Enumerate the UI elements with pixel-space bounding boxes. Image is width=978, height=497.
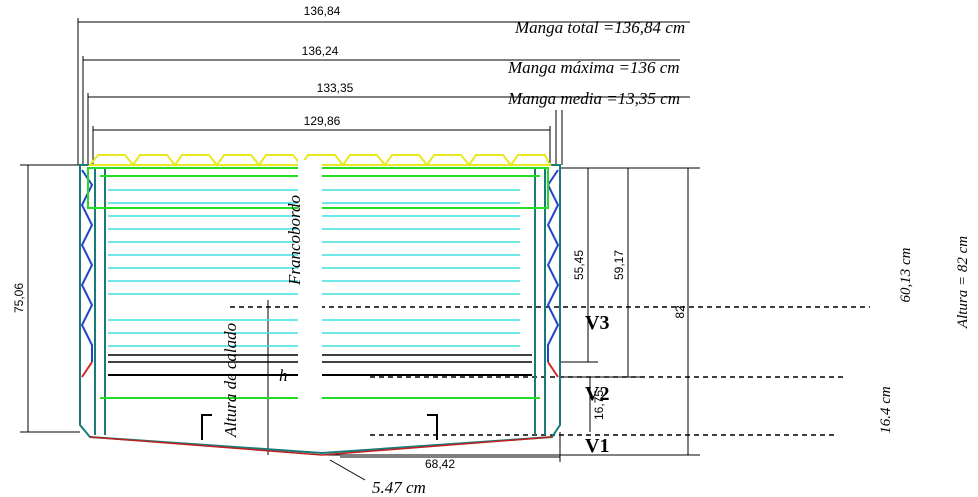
note: Altura = 82 cm bbox=[955, 236, 971, 329]
dim-label: 133,35 bbox=[317, 81, 354, 95]
dim-label: 16,75 bbox=[592, 390, 606, 420]
dim-label: 59,17 bbox=[612, 250, 626, 280]
dim-label: 68,42 bbox=[425, 457, 455, 471]
label: Altura de calado bbox=[221, 323, 240, 438]
label: h bbox=[279, 366, 288, 385]
note: 5.47 cm bbox=[372, 478, 426, 497]
hull bbox=[79, 154, 561, 456]
dim-label: 82 bbox=[673, 305, 687, 319]
label: V2 bbox=[585, 383, 609, 405]
label: V1 bbox=[585, 435, 609, 457]
waterlines bbox=[230, 306, 870, 436]
label: Francobordo bbox=[285, 195, 304, 286]
note: Manga total =136,84 cm bbox=[514, 18, 685, 37]
note: Manga media =13,35 cm bbox=[507, 89, 680, 108]
dim-label: 136,24 bbox=[302, 44, 339, 58]
dim-label: 136,84 bbox=[304, 4, 341, 18]
dim-label: 75,06 bbox=[12, 283, 26, 313]
label: V3 bbox=[585, 312, 609, 334]
note: Manga máxima =136 cm bbox=[507, 58, 680, 77]
note: 60,13 cm bbox=[898, 247, 914, 302]
note: 16.4 cm bbox=[878, 386, 894, 434]
dim-label: 55,45 bbox=[572, 250, 586, 280]
dimension-lines bbox=[20, 18, 700, 481]
dim-label: 129,86 bbox=[304, 114, 341, 128]
